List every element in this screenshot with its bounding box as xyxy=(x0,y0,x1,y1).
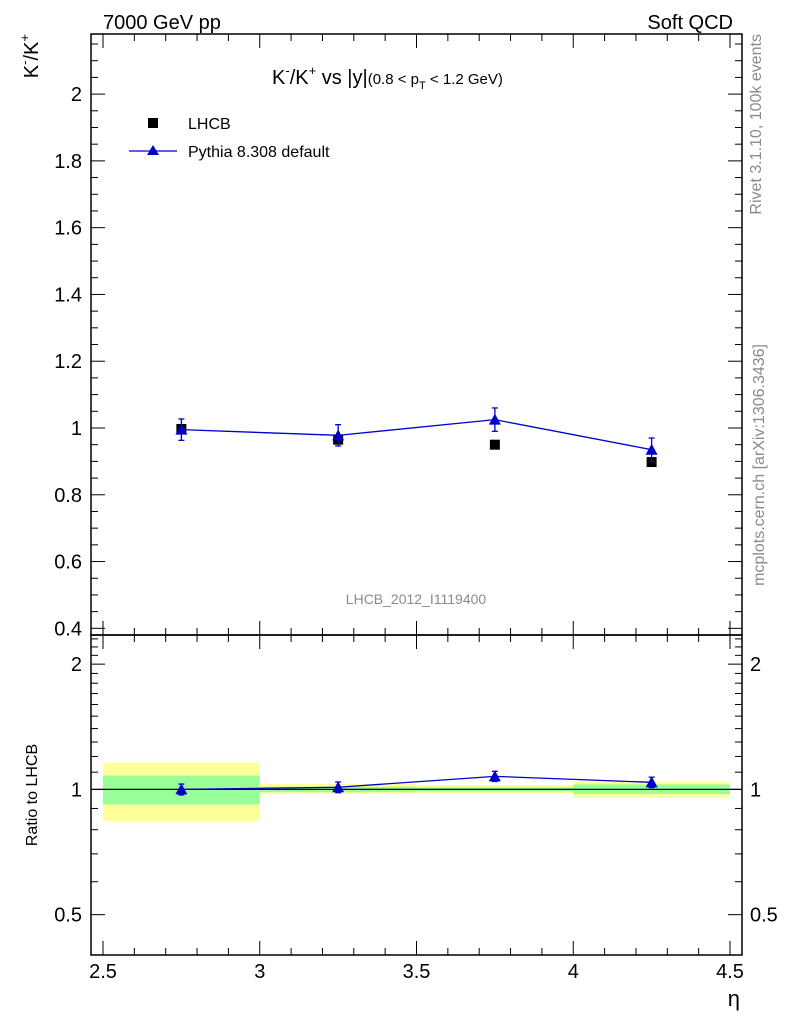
main-x-axis-ticks xyxy=(102,34,731,635)
x-axis-label: η xyxy=(728,986,740,1011)
pythia-data-point xyxy=(488,413,501,425)
ratio-data-point xyxy=(645,776,658,788)
pythia-line xyxy=(181,418,652,451)
lhcb-data-point xyxy=(646,457,657,468)
header-left-label: 7000 GeV pp xyxy=(103,12,221,34)
ylabel-k: K xyxy=(21,64,43,78)
y-tick-label: 0.8 xyxy=(54,485,82,507)
pythia-data-point xyxy=(175,423,188,435)
ratio-y-tick-label-right: 1 xyxy=(750,779,761,801)
ratio-y-tick-label-right: 0.5 xyxy=(750,905,778,927)
title-part-vs: vs |y| xyxy=(316,67,368,89)
legend: LHCB Pythia 8.308 default xyxy=(129,116,330,161)
pythia-data-point xyxy=(645,443,658,455)
title-sub-b: < 1.2 GeV) xyxy=(426,71,503,88)
mcplots-label: mcplots.cern.ch [arXiv:1306.3436] xyxy=(751,344,768,586)
legend-label-lhcb: LHCB xyxy=(188,116,231,133)
ratio-x-axis: 2.5 3 3.5 4 4.5 xyxy=(89,635,744,983)
ratio-data-point xyxy=(488,770,501,782)
y-tick-label: 1.6 xyxy=(54,218,82,240)
y-tick-label: 0.6 xyxy=(54,552,82,574)
title-sup-plus: + xyxy=(309,63,317,78)
title-sub-t: T xyxy=(419,80,426,92)
title-part-k: K xyxy=(272,67,286,89)
x-tick-label: 4.5 xyxy=(716,961,744,983)
legend-marker-lhcb xyxy=(148,118,158,128)
ratio-y-tick-label: 2 xyxy=(71,654,82,676)
header-right-label: Soft QCD xyxy=(647,12,733,34)
y-tick-label: 1.2 xyxy=(54,351,82,373)
ylabel-slash-k: /K xyxy=(21,41,43,61)
rivet-label: Rivet 3.1.10, 100k events xyxy=(748,34,765,215)
ratio-data-point xyxy=(332,781,345,793)
x-tick-label: 3 xyxy=(254,961,265,983)
ratio-y-tick-label: 0.5 xyxy=(54,905,82,927)
ratio-pythia-line xyxy=(181,775,652,791)
ratio-data-point xyxy=(175,783,188,795)
main-plot-panel: 0.40.60.811.21.41.61.82 K-/K+ vs |y|(0.8… xyxy=(17,33,743,640)
ylabel-sup-minus: - xyxy=(17,61,32,65)
ratio-y-axis-label: Ratio to LHCB xyxy=(24,744,41,846)
x-tick-label: 4 xyxy=(568,961,579,983)
ratio-y-tick-label: 1 xyxy=(71,779,82,801)
main-y-axis-label: K-/K+ xyxy=(17,34,43,78)
title-part-slash-k: /K xyxy=(290,67,310,89)
y-tick-label: 0.4 xyxy=(54,618,82,640)
plot-title: K-/K+ vs |y|(0.8 < pT < 1.2 GeV) xyxy=(272,63,503,92)
ratio-y-tick-label-right: 2 xyxy=(750,654,761,676)
ratio-plot-panel: 0.5 0.5 1 1 2 2 2.5 3 3.5 4 4.5 Ratio to LHCB η xyxy=(24,634,778,1011)
lhcb-data-point xyxy=(489,439,500,450)
ratio-y-axis: 0.5 0.5 1 1 2 2 xyxy=(54,638,778,956)
y-tick-label: 1.4 xyxy=(54,284,82,306)
ratio-plot-data xyxy=(91,770,742,796)
title-sup-minus: - xyxy=(285,63,289,78)
x-tick-label: 2.5 xyxy=(89,961,117,983)
ylabel-sup-plus: + xyxy=(17,34,32,42)
title-sub-a: (0.8 < p xyxy=(368,71,419,88)
main-plot-data xyxy=(175,407,658,468)
legend-label-pythia: Pythia 8.308 default xyxy=(188,144,330,161)
y-tick-label: 1 xyxy=(71,418,82,440)
ratio-uncertainty-bands xyxy=(103,762,730,821)
y-tick-label: 2 xyxy=(71,84,82,106)
x-tick-label: 3.5 xyxy=(403,961,431,983)
y-tick-label: 1.8 xyxy=(54,151,82,173)
pythia-data-point xyxy=(332,429,345,441)
legend-marker-pythia xyxy=(147,145,159,155)
analysis-id-label: LHCB_2012_I1119400 xyxy=(346,591,487,607)
main-y-axis: 0.4 0.6 0.8 1 1.2 1.4 1.6 1.8 2 xyxy=(54,43,742,640)
